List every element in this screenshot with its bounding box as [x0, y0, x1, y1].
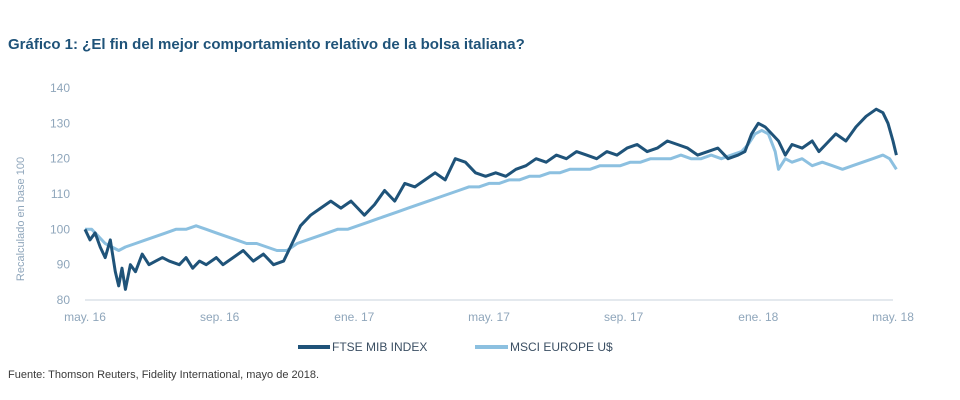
x-tick-label: ene. 18: [738, 310, 778, 324]
legend: FTSE MIB INDEX MSCI EUROPE U$: [298, 340, 613, 354]
y-axis-ticks: 80 90 100 110 120 130 140: [50, 81, 70, 307]
y-tick-label: 90: [57, 258, 71, 272]
y-axis-label: Recalculado en base 100: [15, 157, 27, 281]
y-tick-label: 110: [51, 187, 70, 201]
x-tick-label: ene. 17: [334, 310, 374, 324]
series-line-msci-europe: [85, 128, 898, 252]
series-line-ftse-mib: [83, 107, 898, 291]
x-tick-label: may. 17: [468, 310, 510, 324]
y-tick-label: 120: [50, 152, 70, 166]
series-group: [83, 107, 898, 291]
y-tick-label: 130: [50, 116, 70, 130]
chart-title: Gráfico 1: ¿El fin del mejor comportamie…: [8, 36, 525, 53]
x-tick-label: may. 18: [872, 310, 914, 324]
y-tick-label: 80: [57, 293, 71, 307]
legend-label: FTSE MIB INDEX: [332, 340, 427, 354]
x-tick-label: sep. 16: [200, 310, 240, 324]
legend-label: MSCI EUROPE U$: [510, 340, 613, 354]
x-tick-label: may. 16: [64, 310, 106, 324]
source-note: Fuente: Thomson Reuters, Fidelity Intern…: [8, 369, 320, 381]
y-tick-label: 100: [50, 222, 70, 236]
y-tick-label: 140: [50, 81, 70, 95]
x-tick-label: sep. 17: [604, 310, 644, 324]
x-axis-ticks: may. 16 sep. 16 ene. 17 may. 17 sep. 17 ene. …: [64, 310, 914, 324]
